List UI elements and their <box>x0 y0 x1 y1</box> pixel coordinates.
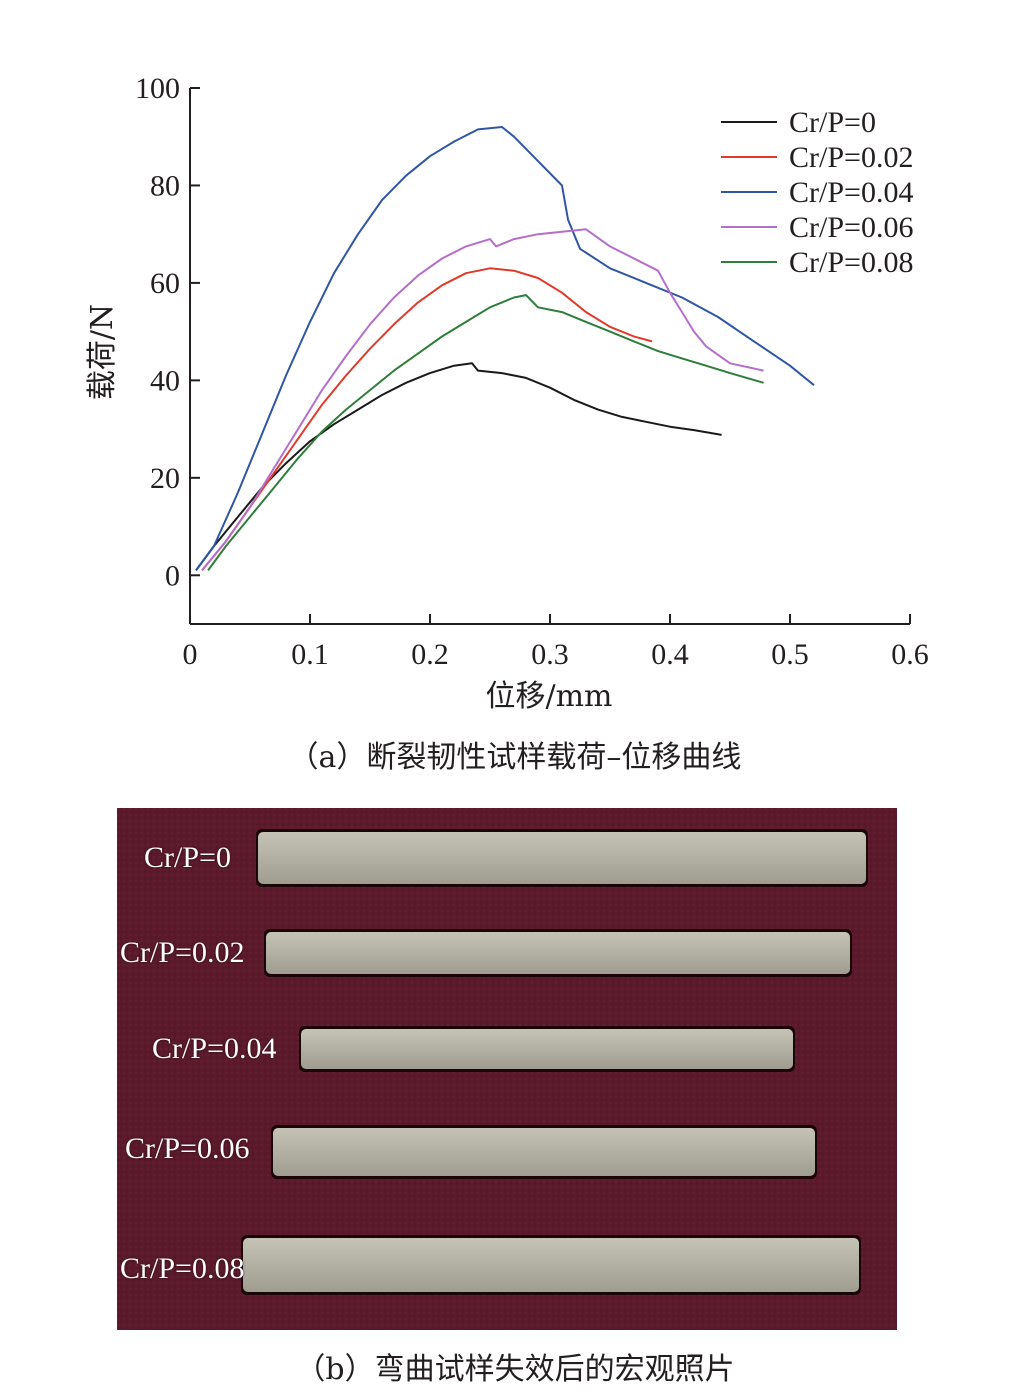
specimen-photo: Cr/P=0 Cr/P=0.02 Cr/P=0.04 Cr/P=0.06 Cr/P=0.… <box>117 808 897 1330</box>
legend-label: Cr/P=0.06 <box>789 211 913 244</box>
x-tick-label: 0.6 <box>891 638 929 671</box>
x-axis-ticks: 0 0.1 0.2 0.3 0.4 0.5 0.6 <box>183 614 929 671</box>
y-axis-ticks: 0 20 40 60 80 100 <box>135 72 200 592</box>
x-tick-label: 0.4 <box>651 638 689 671</box>
specimen-label: Cr/P=0.06 <box>125 1132 250 1165</box>
series-line-0 <box>195 362 722 571</box>
y-tick-label: 80 <box>150 169 180 202</box>
y-tick-label: 0 <box>165 559 180 592</box>
specimen-label: Cr/P=0.02 <box>120 936 245 969</box>
series-line-1 <box>201 267 653 572</box>
specimen-label: Cr/P=0.04 <box>152 1032 277 1065</box>
specimen-bar <box>273 1128 815 1176</box>
specimen-bar <box>301 1029 793 1069</box>
x-tick-label: 0.5 <box>771 638 809 671</box>
series-line-4 <box>207 294 764 571</box>
series-line-3 <box>201 228 764 572</box>
specimen-label: Cr/P=0 <box>144 841 231 874</box>
specimen-bar <box>258 832 866 884</box>
legend-label: Cr/P=0.04 <box>789 176 913 209</box>
specimen-bar <box>243 1238 859 1292</box>
x-tick-label: 0.3 <box>531 638 569 671</box>
y-tick-label: 40 <box>150 364 180 397</box>
chart-series <box>195 126 815 572</box>
y-tick-label: 100 <box>135 72 180 105</box>
x-axis-label: 位移/mm <box>485 679 612 714</box>
legend-label: Cr/P=0.08 <box>789 246 913 279</box>
specimen-label: Cr/P=0.08 <box>120 1252 245 1285</box>
x-tick-label: 0 <box>183 638 198 671</box>
legend-label: Cr/P=0 <box>789 106 876 139</box>
figure-caption-b: （b）弯曲试样失效后的宏观照片 <box>295 1352 735 1387</box>
y-tick-label: 60 <box>150 267 180 300</box>
y-axis-label: 载荷/N <box>85 304 120 400</box>
x-tick-label: 0.1 <box>291 638 329 671</box>
x-tick-label: 0.2 <box>411 638 449 671</box>
y-tick-label: 20 <box>150 462 180 495</box>
figure-caption-a: （a）断裂韧性试样载荷–位移曲线 <box>288 740 742 775</box>
series-line-2 <box>195 126 815 571</box>
chart-legend: Cr/P=0Cr/P=0.02Cr/P=0.04Cr/P=0.06Cr/P=0.… <box>721 106 913 279</box>
legend-label: Cr/P=0.02 <box>789 141 913 174</box>
specimen-bar <box>266 932 850 974</box>
